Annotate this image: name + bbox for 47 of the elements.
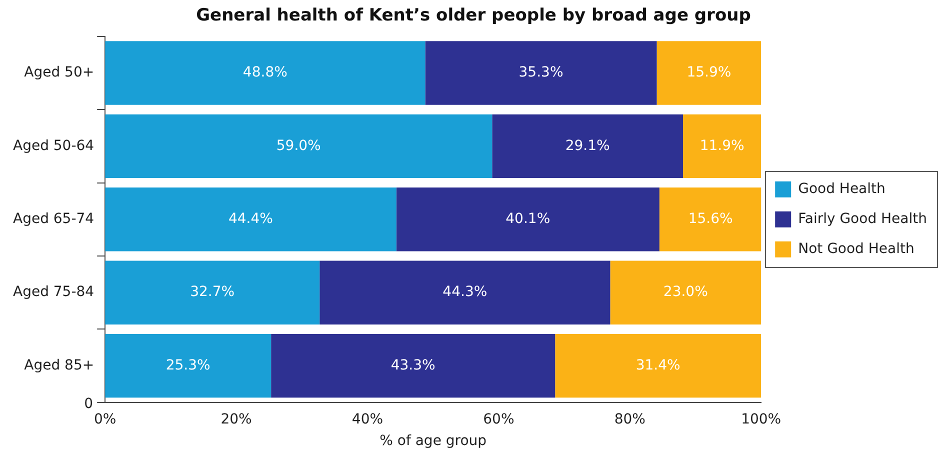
y-tick-label: Aged 50+ xyxy=(24,64,94,81)
data-label: 40.1% xyxy=(506,211,550,228)
x-tick-label: 0% xyxy=(94,411,116,428)
data-label: 31.4% xyxy=(636,357,680,374)
data-label: 32.7% xyxy=(190,284,235,300)
x-tick-label: 20% xyxy=(220,411,252,428)
x-tick-label: 80% xyxy=(614,411,646,428)
bar xyxy=(610,260,762,324)
bar xyxy=(105,188,396,252)
x-tick-label: 100% xyxy=(741,411,782,428)
y-tick-label: Aged 85+ xyxy=(24,357,94,374)
bar xyxy=(105,41,426,105)
chart-title: General health of Kent’s older people by broad age group xyxy=(196,6,751,26)
x-tick-label: 40% xyxy=(352,411,384,428)
bar xyxy=(271,334,556,398)
x-tick-label: 60% xyxy=(483,411,514,428)
text: 0 xyxy=(84,396,94,412)
data-label: 59.0% xyxy=(276,138,321,154)
data-label: 11.9% xyxy=(700,138,744,154)
bar xyxy=(659,188,762,252)
bar xyxy=(105,334,272,398)
data-label: 35.3% xyxy=(518,64,564,81)
y-tick-label: Aged 65-74 xyxy=(12,211,94,228)
y-tick-label: Aged 50-64 xyxy=(12,138,94,154)
legend-label: Fairly Good Health xyxy=(798,211,927,228)
bar xyxy=(105,260,320,324)
bar xyxy=(492,114,684,178)
data-label: 43.3% xyxy=(390,357,436,374)
legend-label: Not Good Health xyxy=(798,241,914,258)
data-label: 23.0% xyxy=(663,284,708,300)
data-label: 15.6% xyxy=(688,211,733,228)
data-label: 15.9% xyxy=(686,64,732,81)
data-label: 29.1% xyxy=(565,138,610,154)
data-label: 44.4% xyxy=(228,211,273,228)
bar xyxy=(683,114,762,178)
data-label: 44.3% xyxy=(442,284,488,300)
bar xyxy=(105,114,492,178)
bar xyxy=(425,41,657,105)
legend-label: Good Health xyxy=(798,181,886,198)
x-axis-title: % of age group xyxy=(380,433,487,450)
bar xyxy=(656,41,762,105)
data-label: 25.3% xyxy=(166,357,210,374)
bar xyxy=(320,260,610,324)
data-label: 48.8% xyxy=(242,64,288,81)
bar xyxy=(396,188,660,252)
bar xyxy=(555,334,762,398)
y-tick-label: Aged 75-84 xyxy=(12,284,94,300)
